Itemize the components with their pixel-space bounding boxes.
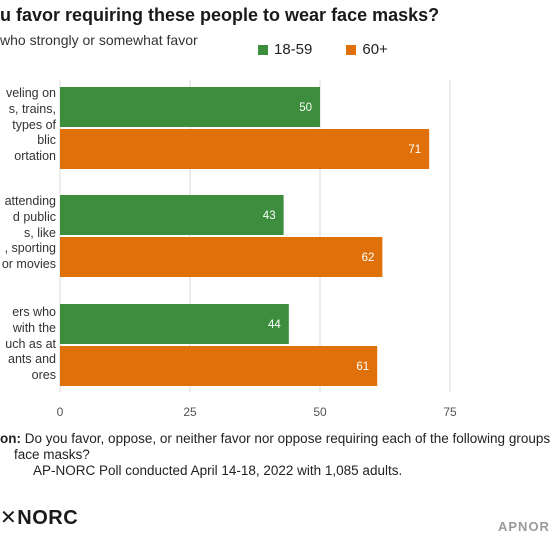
chart-subtitle: who strongly or somewhat favor (0, 32, 198, 48)
legend-item-60-plus: 60+ (346, 41, 388, 58)
apnorc-brand: APNORC (498, 519, 550, 534)
x-tick-label: 0 (57, 405, 64, 419)
category-label-line: attending (4, 194, 56, 208)
category-label-line: s, like (24, 225, 56, 240)
legend-label-60-plus: 60+ (362, 41, 388, 58)
legend-swatch-60-plus (346, 44, 357, 55)
category-label-line: ores (31, 368, 56, 383)
category-label-line: uch as at (5, 336, 56, 351)
category-label-line: blic (37, 133, 56, 148)
bar-60-plus (60, 129, 430, 169)
footer-question-text-2: face masks? (14, 447, 90, 462)
category-label-transportation: veling on s, trains, types of blic ortat… (0, 86, 56, 165)
legend-label-18-59: 18-59 (274, 41, 313, 58)
category-label-line: or movies (1, 257, 56, 272)
legend-item-18-59: 18-59 (258, 41, 312, 58)
category-label-line: d public (12, 209, 56, 224)
footer-question-continued: face masks? (14, 447, 90, 462)
category-label-line: ers who (12, 305, 56, 319)
bar-value-label: 62 (362, 252, 375, 264)
bar-chart: 0 25 50 75 50 71 43 62 44 61 (57, 80, 457, 419)
footer-source: AP-NORC Poll conducted April 14-18, 2022… (33, 463, 402, 478)
x-tick-label: 25 (183, 405, 197, 419)
bar-60-plus (60, 346, 378, 386)
category-label-line: veling on (5, 86, 56, 100)
bar-18-59 (60, 87, 320, 127)
category-label-line: with the (12, 320, 56, 335)
x-tick-label: 50 (313, 405, 327, 419)
bar-60-plus (60, 237, 383, 277)
bar-18-59 (60, 195, 284, 235)
bar-value-label: 44 (268, 319, 281, 331)
category-label-workers: ers who with the uch as at ants and ores (0, 305, 56, 384)
footer-question-label: on: (0, 431, 21, 446)
bar-value-label: 71 (408, 144, 421, 156)
category-label-line: ants and (8, 352, 56, 367)
footer-question: on: Do you favor, oppose, or neither fav… (0, 431, 550, 446)
category-label-line: , sporting (4, 241, 56, 256)
category-label-line: s, trains, (8, 101, 56, 116)
category-label-line: types of (12, 117, 56, 132)
legend: 18-59 60+ (258, 41, 422, 58)
bar-value-label: 43 (263, 210, 276, 222)
bar-value-label: 61 (356, 361, 369, 373)
norc-logo: ✕NORC (0, 507, 79, 529)
chart-title: u favor requiring these people to wear f… (0, 5, 440, 25)
category-label-line: ortation (14, 149, 56, 164)
legend-swatch-18-59 (258, 44, 268, 55)
bar-value-label: 50 (299, 102, 312, 114)
footer-question-text: Do you favor, oppose, or neither favor n… (24, 431, 550, 446)
footer-source-text: AP-NORC Poll conducted April 14-18, 2022… (33, 463, 403, 478)
category-label-public-events: attending d public s, like , sporting or… (0, 194, 56, 273)
bar-18-59 (60, 304, 289, 344)
x-tick-label: 75 (443, 405, 457, 419)
